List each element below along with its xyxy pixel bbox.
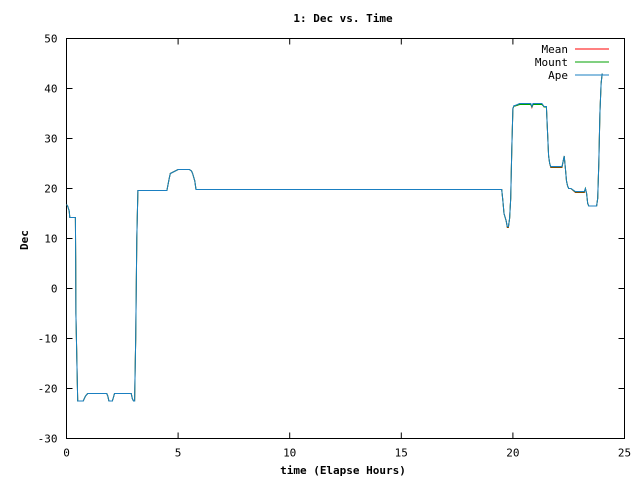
y-axis: -30 -20 -10 0 10 20 30 40 50 [38, 33, 625, 446]
x-tick-label: 5 [175, 447, 182, 460]
x-axis-label: time (Elapse Hours) [280, 464, 406, 477]
y-tick-label: 30 [44, 133, 57, 146]
y-tick-label: 0 [51, 283, 58, 296]
x-tick-label: 20 [506, 447, 519, 460]
x-tick-label: 25 [618, 447, 631, 460]
x-tick-label: 10 [283, 447, 296, 460]
plot-area-border [66, 38, 625, 439]
y-tick-label: 50 [44, 33, 57, 46]
y-tick-label: -10 [38, 333, 58, 346]
y-tick-label: 40 [44, 83, 57, 96]
legend-label-mount: Mount [535, 56, 568, 69]
series-line-mean [66, 73, 603, 402]
x-tick-label: 15 [395, 447, 408, 460]
y-axis-label: Dec [18, 230, 31, 250]
x-axis: 0 5 10 15 20 25 [63, 38, 631, 460]
series-line-mount [66, 73, 603, 402]
series-line-ape [66, 73, 603, 402]
y-tick-label: -30 [38, 433, 58, 446]
y-tick-label: 10 [44, 233, 57, 246]
series-lines [66, 73, 603, 402]
legend-label-ape: Ape [548, 69, 568, 82]
legend-label-mean: Mean [542, 43, 569, 56]
y-tick-label: 20 [44, 183, 57, 196]
chart-title: 1: Dec vs. Time [293, 12, 393, 25]
x-tick-label: 0 [63, 447, 70, 460]
y-tick-label: -20 [38, 383, 58, 396]
